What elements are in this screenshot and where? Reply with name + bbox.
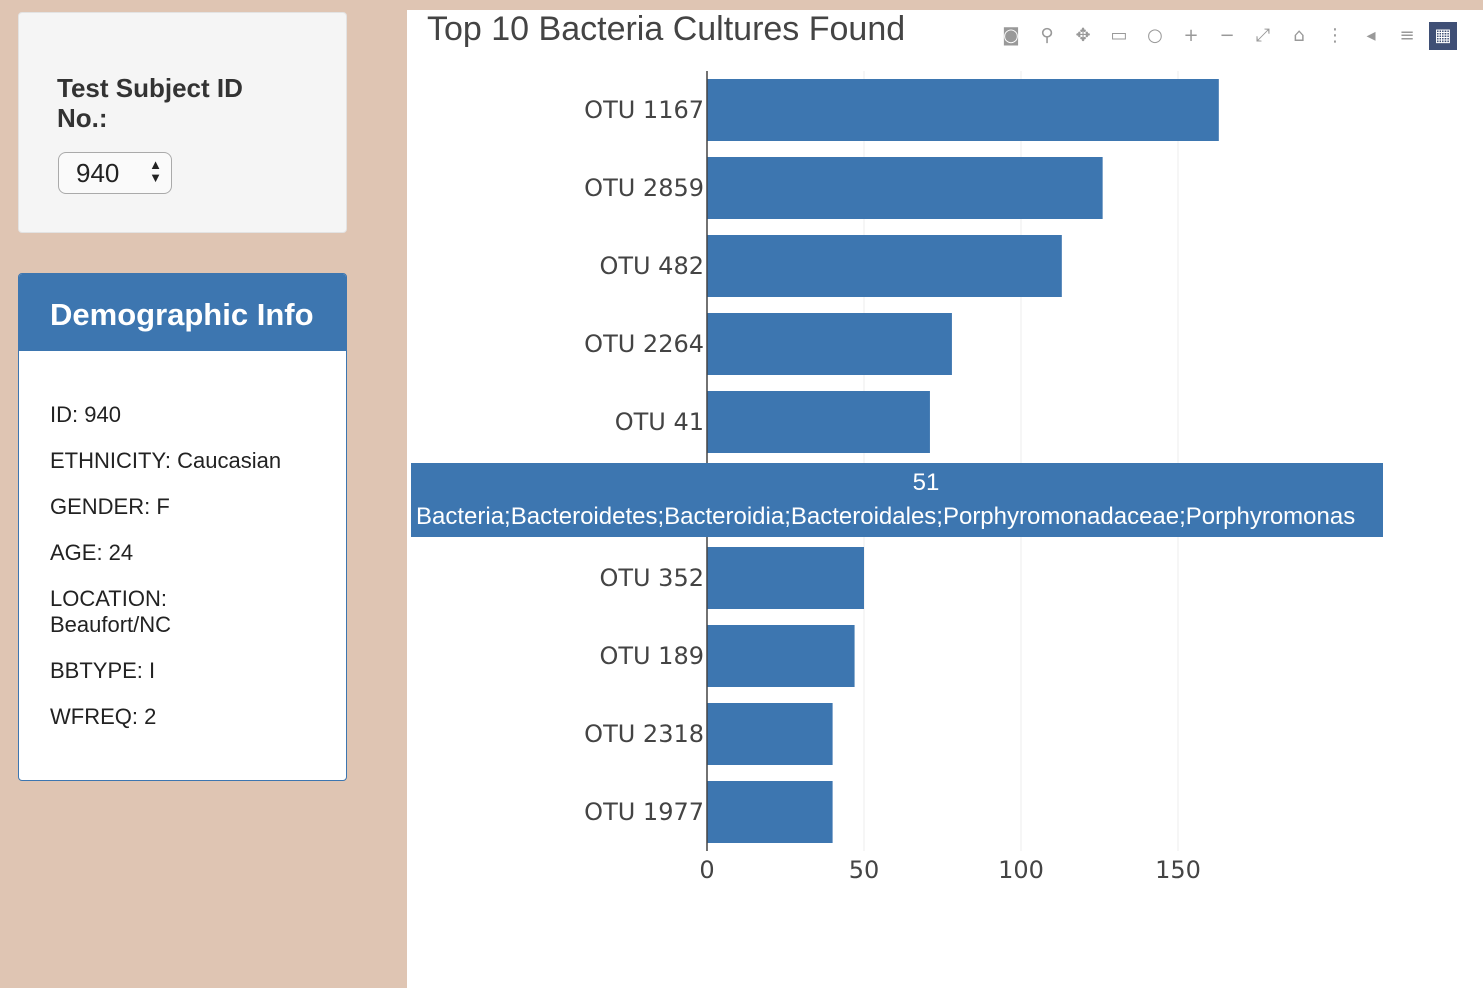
- demo-location: LOCATION: Beaufort/NC: [50, 586, 172, 637]
- lasso-select-icon[interactable]: ○: [1147, 25, 1163, 46]
- bar-chart: 0 50 100 150 OTU 1167 OTU 2859 OTU 482 OTU 2264…: [407, 10, 1483, 988]
- hover-closest-icon[interactable]: ◂: [1366, 25, 1376, 46]
- demo-wfreq: WFREQ: 2: [50, 704, 157, 729]
- bar: [707, 547, 864, 609]
- demographic-info-panel: Demographic Info ID: 940 ETHNICITY: Cauc…: [18, 273, 347, 781]
- box-select-icon[interactable]: ▭: [1110, 25, 1128, 46]
- tooltip-value: 51: [912, 469, 940, 496]
- subject-id-label: Test Subject ID No.:: [57, 73, 243, 133]
- bar: [707, 235, 1062, 297]
- subject-selector-panel: Test Subject ID No.: 940 ▲ ▼: [18, 12, 347, 233]
- y-tick-label: OTU 189: [599, 642, 704, 670]
- x-tick-label: 150: [1155, 856, 1201, 884]
- autoscale-icon[interactable]: ⤢: [1255, 25, 1271, 46]
- y-tick-label: OTU 2318: [584, 720, 704, 748]
- y-tick-label: OTU 482: [599, 252, 704, 280]
- x-tick-label: 50: [849, 856, 880, 884]
- demo-age: AGE: 24: [50, 540, 134, 565]
- plotly-logo-icon[interactable]: ▦: [1429, 22, 1457, 50]
- tooltip-text: Bacteria;Bacteroidetes;Bacteroidia;Bacte…: [416, 503, 1356, 530]
- camera-icon[interactable]: ◙: [1002, 25, 1020, 46]
- panel-title: Demographic Info: [19, 274, 346, 351]
- pan-icon[interactable]: ✥: [1075, 25, 1091, 46]
- selected-value: 940: [76, 158, 120, 188]
- subject-id-select[interactable]: 940 ▲ ▼: [58, 152, 172, 194]
- bar-chart-svg: 0 50 100 150 OTU 1167 OTU 2859 OTU 482 OTU 2264…: [584, 71, 1219, 884]
- bar: [707, 79, 1219, 141]
- hover-compare-icon[interactable]: ≡: [1399, 25, 1415, 46]
- bar: [707, 313, 952, 375]
- up-down-arrows-icon: ▲ ▼: [149, 157, 162, 185]
- bar: [707, 781, 833, 843]
- bar: [707, 391, 930, 453]
- modebar: ◙ ⚲ ✥ ▭ ○ + − ⤢ ⌂ ⋮ ◂ ≡ ▦: [997, 16, 1477, 56]
- reset-axes-icon[interactable]: ⌂: [1293, 25, 1305, 46]
- zoom-icon[interactable]: ⚲: [1040, 25, 1054, 46]
- bar: [707, 625, 855, 687]
- y-tick-label: OTU 41: [615, 408, 704, 436]
- x-tick-label: 100: [998, 856, 1044, 884]
- spike-lines-icon[interactable]: ⋮: [1326, 25, 1344, 46]
- y-tick-label: OTU 1167: [584, 96, 704, 124]
- zoom-in-icon[interactable]: +: [1183, 25, 1199, 46]
- y-tick-label: OTU 2859: [584, 174, 704, 202]
- demo-gender: GENDER: F: [50, 494, 170, 519]
- bar: [707, 703, 833, 765]
- demo-ethnicity: ETHNICITY: Caucasian: [50, 448, 282, 473]
- y-tick-label: OTU 2264: [584, 330, 704, 358]
- chart-title: Top 10 Bacteria Cultures Found: [427, 10, 906, 48]
- demo-bbtype: BBTYPE: I: [50, 658, 156, 683]
- zoom-out-icon[interactable]: −: [1219, 25, 1235, 46]
- x-tick-label: 0: [699, 856, 714, 884]
- demo-id: ID: 940: [50, 402, 121, 427]
- hover-tooltip: 51 Bacteria;Bacteroidetes;Bacteroidia;Ba…: [411, 463, 1383, 537]
- y-tick-label: OTU 352: [599, 564, 704, 592]
- bar: [707, 157, 1103, 219]
- y-tick-label: OTU 1977: [584, 798, 704, 826]
